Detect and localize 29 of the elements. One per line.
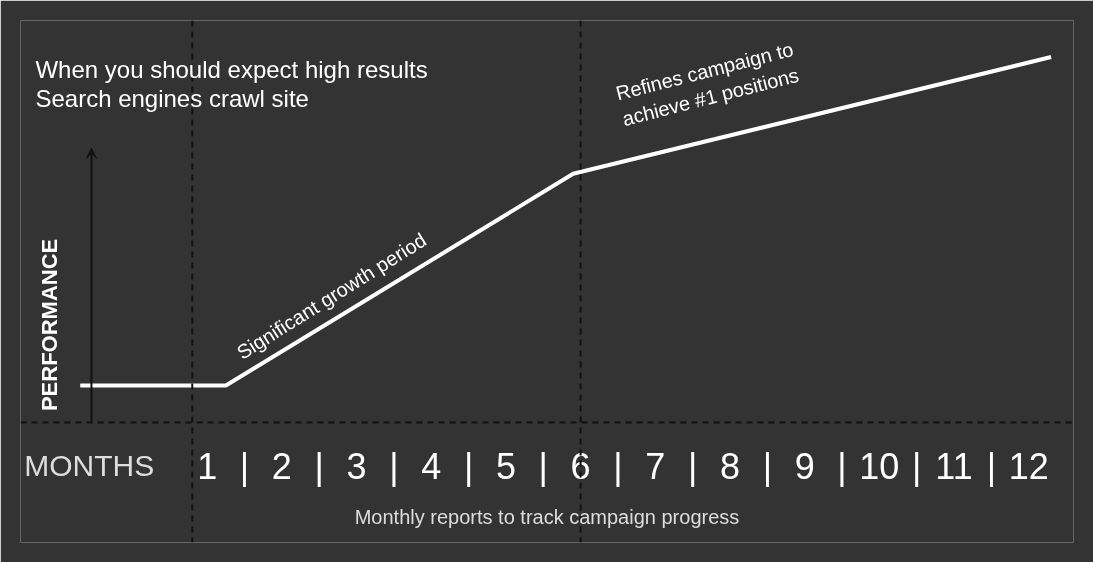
x-axis-title: MONTHS [24, 449, 155, 483]
x-tick-label: | [762, 446, 772, 488]
y-axis-title: PERFORMANCE [36, 238, 62, 412]
text: Search engines crawl site [35, 84, 309, 112]
x-tick-label: | [837, 446, 847, 488]
x-tick-label: 12 [1008, 446, 1049, 488]
x-tick-label: | [538, 446, 548, 488]
x-tick-label: | [389, 446, 399, 488]
x-tick-label: 10 [859, 446, 900, 488]
x-tick-label: 3 [346, 446, 367, 488]
annotation: Refines campaign to achieve #1 positions [613, 38, 802, 131]
x-tick-label: | [911, 446, 922, 488]
x-tick-label: | [613, 446, 623, 488]
x-tick-label: 9 [794, 446, 815, 488]
x-tick-label: | [239, 446, 250, 488]
x-tick-label: 4 [421, 446, 442, 488]
x-tick-label: | [687, 446, 698, 488]
chart-title: When you should expect high results [35, 55, 428, 83]
x-tick-label: | [314, 446, 324, 488]
x-tick-label: 1 [197, 446, 218, 488]
x-tick-label: 8 [719, 446, 740, 488]
x-tick-label: 5 [495, 446, 516, 488]
text: Monthly reports to track campaign progress [354, 505, 740, 528]
x-tick-label: 6 [570, 446, 591, 488]
x-tick-label: 7 [645, 446, 666, 488]
x-tick-label: | [463, 446, 474, 488]
x-tick-label: 2 [271, 446, 292, 488]
x-tick-label: | [986, 446, 997, 488]
x-tick-label: 11 [935, 446, 973, 488]
